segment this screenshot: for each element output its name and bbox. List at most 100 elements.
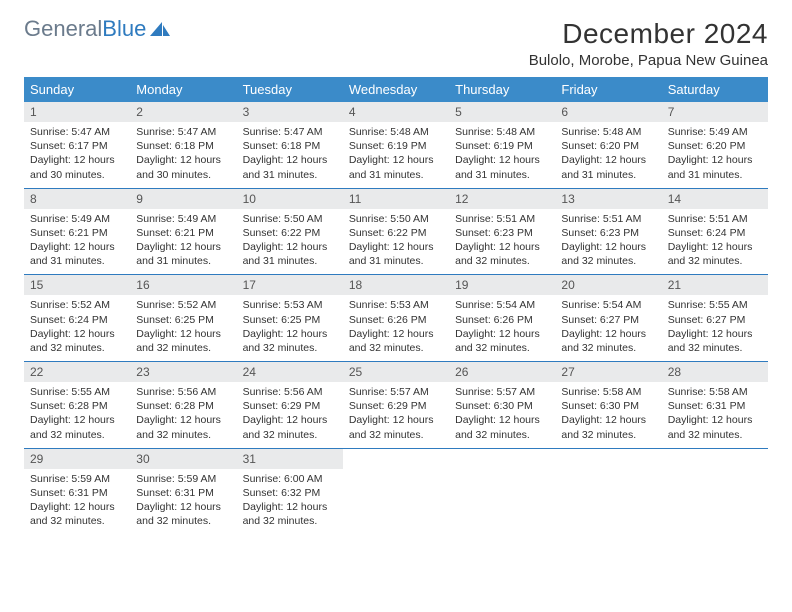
day-number: 29 xyxy=(24,449,130,469)
day-details: Sunrise: 5:48 AMSunset: 6:20 PMDaylight:… xyxy=(555,122,661,188)
sunrise-line: Sunrise: 5:58 AM xyxy=(561,385,655,399)
day-details: Sunrise: 5:50 AMSunset: 6:22 PMDaylight:… xyxy=(343,209,449,275)
calendar-body: 1Sunrise: 5:47 AMSunset: 6:17 PMDaylight… xyxy=(24,102,768,534)
sunset-line: Sunset: 6:29 PM xyxy=(349,399,443,413)
calendar-week-row: 15Sunrise: 5:52 AMSunset: 6:24 PMDayligh… xyxy=(24,275,768,362)
sunrise-line: Sunrise: 5:52 AM xyxy=(30,298,124,312)
daylight-line: Daylight: 12 hours and 32 minutes. xyxy=(668,240,762,268)
day-number: 23 xyxy=(130,362,236,382)
day-details: Sunrise: 5:54 AMSunset: 6:27 PMDaylight:… xyxy=(555,295,661,361)
calendar-header-row: Sunday Monday Tuesday Wednesday Thursday… xyxy=(24,77,768,102)
calendar-week-row: 1Sunrise: 5:47 AMSunset: 6:17 PMDaylight… xyxy=(24,102,768,188)
day-details: Sunrise: 5:55 AMSunset: 6:27 PMDaylight:… xyxy=(662,295,768,361)
calendar-day-cell: 9Sunrise: 5:49 AMSunset: 6:21 PMDaylight… xyxy=(130,188,236,275)
sunset-line: Sunset: 6:27 PM xyxy=(561,313,655,327)
day-number: 12 xyxy=(449,189,555,209)
sunrise-line: Sunrise: 5:49 AM xyxy=(136,212,230,226)
calendar-day-cell: 16Sunrise: 5:52 AMSunset: 6:25 PMDayligh… xyxy=(130,275,236,362)
day-details: Sunrise: 5:52 AMSunset: 6:25 PMDaylight:… xyxy=(130,295,236,361)
sunset-line: Sunset: 6:31 PM xyxy=(30,486,124,500)
calendar-day-cell: 27Sunrise: 5:58 AMSunset: 6:30 PMDayligh… xyxy=(555,362,661,449)
calendar-day-cell: 21Sunrise: 5:55 AMSunset: 6:27 PMDayligh… xyxy=(662,275,768,362)
sunset-line: Sunset: 6:24 PM xyxy=(668,226,762,240)
day-details: Sunrise: 5:57 AMSunset: 6:29 PMDaylight:… xyxy=(343,382,449,448)
sunset-line: Sunset: 6:30 PM xyxy=(455,399,549,413)
logo: GeneralBlue xyxy=(24,18,172,40)
calendar-day-cell: .. xyxy=(555,448,661,534)
day-number: 8 xyxy=(24,189,130,209)
weekday-header: Thursday xyxy=(449,77,555,102)
sunset-line: Sunset: 6:17 PM xyxy=(30,139,124,153)
weekday-header: Wednesday xyxy=(343,77,449,102)
day-number: 24 xyxy=(237,362,343,382)
title-block: December 2024 Bulolo, Morobe, Papua New … xyxy=(529,18,768,69)
day-number: 7 xyxy=(662,102,768,122)
sunset-line: Sunset: 6:30 PM xyxy=(561,399,655,413)
day-details: Sunrise: 5:51 AMSunset: 6:23 PMDaylight:… xyxy=(555,209,661,275)
sunrise-line: Sunrise: 5:48 AM xyxy=(561,125,655,139)
day-number: 16 xyxy=(130,275,236,295)
sunset-line: Sunset: 6:18 PM xyxy=(136,139,230,153)
sunset-line: Sunset: 6:19 PM xyxy=(455,139,549,153)
day-details: Sunrise: 5:52 AMSunset: 6:24 PMDaylight:… xyxy=(24,295,130,361)
sunrise-line: Sunrise: 5:55 AM xyxy=(668,298,762,312)
logo-sail-icon xyxy=(148,20,172,38)
sunrise-line: Sunrise: 5:53 AM xyxy=(349,298,443,312)
daylight-line: Daylight: 12 hours and 32 minutes. xyxy=(455,240,549,268)
daylight-line: Daylight: 12 hours and 31 minutes. xyxy=(30,240,124,268)
sunrise-line: Sunrise: 5:51 AM xyxy=(561,212,655,226)
sunset-line: Sunset: 6:28 PM xyxy=(30,399,124,413)
daylight-line: Daylight: 12 hours and 32 minutes. xyxy=(455,327,549,355)
weekday-header: Sunday xyxy=(24,77,130,102)
sunset-line: Sunset: 6:22 PM xyxy=(349,226,443,240)
calendar-day-cell: 8Sunrise: 5:49 AMSunset: 6:21 PMDaylight… xyxy=(24,188,130,275)
calendar-day-cell: 11Sunrise: 5:50 AMSunset: 6:22 PMDayligh… xyxy=(343,188,449,275)
logo-text-general: General xyxy=(24,18,102,40)
daylight-line: Daylight: 12 hours and 30 minutes. xyxy=(30,153,124,181)
sunset-line: Sunset: 6:21 PM xyxy=(136,226,230,240)
logo-text-blue: Blue xyxy=(102,18,146,40)
day-details: Sunrise: 5:58 AMSunset: 6:30 PMDaylight:… xyxy=(555,382,661,448)
day-number: 17 xyxy=(237,275,343,295)
day-number: 10 xyxy=(237,189,343,209)
daylight-line: Daylight: 12 hours and 32 minutes. xyxy=(561,413,655,441)
calendar-day-cell: 4Sunrise: 5:48 AMSunset: 6:19 PMDaylight… xyxy=(343,102,449,188)
daylight-line: Daylight: 12 hours and 31 minutes. xyxy=(243,240,337,268)
calendar-day-cell: 26Sunrise: 5:57 AMSunset: 6:30 PMDayligh… xyxy=(449,362,555,449)
calendar-day-cell: 12Sunrise: 5:51 AMSunset: 6:23 PMDayligh… xyxy=(449,188,555,275)
sunrise-line: Sunrise: 5:54 AM xyxy=(561,298,655,312)
sunrise-line: Sunrise: 5:56 AM xyxy=(243,385,337,399)
daylight-line: Daylight: 12 hours and 32 minutes. xyxy=(136,413,230,441)
day-details: Sunrise: 5:48 AMSunset: 6:19 PMDaylight:… xyxy=(343,122,449,188)
weekday-header: Tuesday xyxy=(237,77,343,102)
sunset-line: Sunset: 6:20 PM xyxy=(561,139,655,153)
daylight-line: Daylight: 12 hours and 32 minutes. xyxy=(136,327,230,355)
sunrise-line: Sunrise: 5:49 AM xyxy=(668,125,762,139)
daylight-line: Daylight: 12 hours and 31 minutes. xyxy=(243,153,337,181)
calendar-day-cell: 1Sunrise: 5:47 AMSunset: 6:17 PMDaylight… xyxy=(24,102,130,188)
day-number: 31 xyxy=(237,449,343,469)
daylight-line: Daylight: 12 hours and 31 minutes. xyxy=(136,240,230,268)
daylight-line: Daylight: 12 hours and 32 minutes. xyxy=(30,327,124,355)
day-details: Sunrise: 5:53 AMSunset: 6:25 PMDaylight:… xyxy=(237,295,343,361)
sunrise-line: Sunrise: 5:55 AM xyxy=(30,385,124,399)
sunrise-line: Sunrise: 5:48 AM xyxy=(349,125,443,139)
sunset-line: Sunset: 6:28 PM xyxy=(136,399,230,413)
daylight-line: Daylight: 12 hours and 32 minutes. xyxy=(30,500,124,528)
daylight-line: Daylight: 12 hours and 32 minutes. xyxy=(136,500,230,528)
sunrise-line: Sunrise: 5:51 AM xyxy=(455,212,549,226)
sunset-line: Sunset: 6:25 PM xyxy=(136,313,230,327)
daylight-line: Daylight: 12 hours and 30 minutes. xyxy=(136,153,230,181)
sunset-line: Sunset: 6:31 PM xyxy=(136,486,230,500)
location: Bulolo, Morobe, Papua New Guinea xyxy=(529,52,768,69)
day-details: Sunrise: 5:53 AMSunset: 6:26 PMDaylight:… xyxy=(343,295,449,361)
calendar-day-cell: 2Sunrise: 5:47 AMSunset: 6:18 PMDaylight… xyxy=(130,102,236,188)
calendar-day-cell: 10Sunrise: 5:50 AMSunset: 6:22 PMDayligh… xyxy=(237,188,343,275)
sunset-line: Sunset: 6:23 PM xyxy=(561,226,655,240)
daylight-line: Daylight: 12 hours and 32 minutes. xyxy=(561,240,655,268)
day-details: Sunrise: 5:49 AMSunset: 6:21 PMDaylight:… xyxy=(130,209,236,275)
sunrise-line: Sunrise: 5:56 AM xyxy=(136,385,230,399)
calendar-day-cell: .. xyxy=(662,448,768,534)
sunset-line: Sunset: 6:25 PM xyxy=(243,313,337,327)
sunrise-line: Sunrise: 5:57 AM xyxy=(455,385,549,399)
